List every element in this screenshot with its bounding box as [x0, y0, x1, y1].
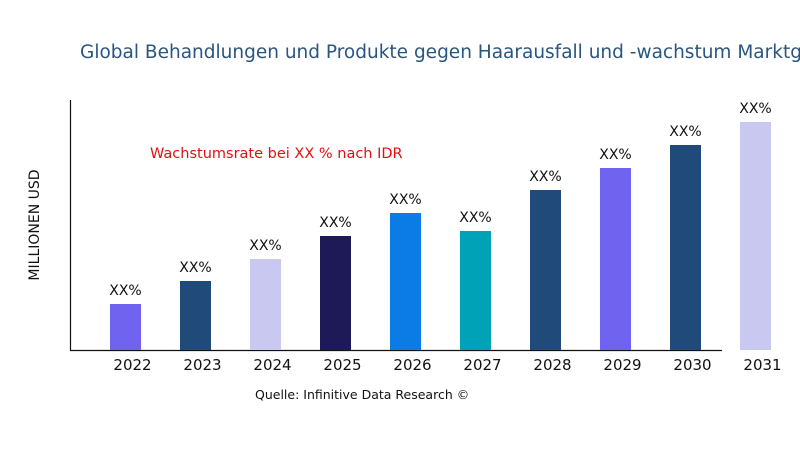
bar-2028 — [530, 190, 561, 350]
data-label-2026: XX% — [389, 192, 421, 208]
x-tick-label-2026: 2026 — [393, 356, 431, 374]
x-tick-label-2025: 2025 — [323, 356, 361, 374]
data-label-2031: XX% — [739, 101, 771, 117]
data-label-2025: XX% — [319, 215, 351, 231]
x-tick-label-2028: 2028 — [533, 356, 571, 374]
data-label-2027: XX% — [459, 210, 491, 226]
data-label-2030: XX% — [669, 124, 701, 140]
data-label-2024: XX% — [249, 238, 281, 254]
bar-2024 — [250, 259, 281, 350]
growth-annotation: Wachstumsrate bei XX % nach IDR — [150, 146, 403, 162]
bar-2030 — [670, 145, 701, 350]
bar-2029 — [600, 168, 631, 350]
bar-2031 — [740, 122, 771, 350]
x-tick-label-2029: 2029 — [603, 356, 641, 374]
chart-title: Global Behandlungen und Produkte gegen H… — [80, 42, 800, 63]
x-tick-label-2023: 2023 — [183, 356, 221, 374]
source-note: Quelle: Infinitive Data Research © — [255, 387, 470, 402]
bar-2025 — [320, 236, 351, 350]
x-tick-label-2027: 2027 — [463, 356, 501, 374]
bar-2023 — [180, 281, 211, 350]
data-label-2028: XX% — [529, 169, 561, 185]
bar-2026 — [390, 213, 421, 350]
x-tick-label-2030: 2030 — [673, 356, 711, 374]
data-label-2022: XX% — [109, 283, 141, 299]
x-tick-label-2024: 2024 — [253, 356, 291, 374]
x-tick-label-2022: 2022 — [113, 356, 151, 374]
data-label-2029: XX% — [599, 147, 631, 163]
y-axis-label: MILLIONEN USD — [27, 169, 43, 281]
bar-2022 — [110, 304, 141, 350]
data-label-2023: XX% — [179, 260, 211, 276]
bar-2027 — [460, 231, 491, 350]
x-tick-label-2031: 2031 — [743, 356, 781, 374]
